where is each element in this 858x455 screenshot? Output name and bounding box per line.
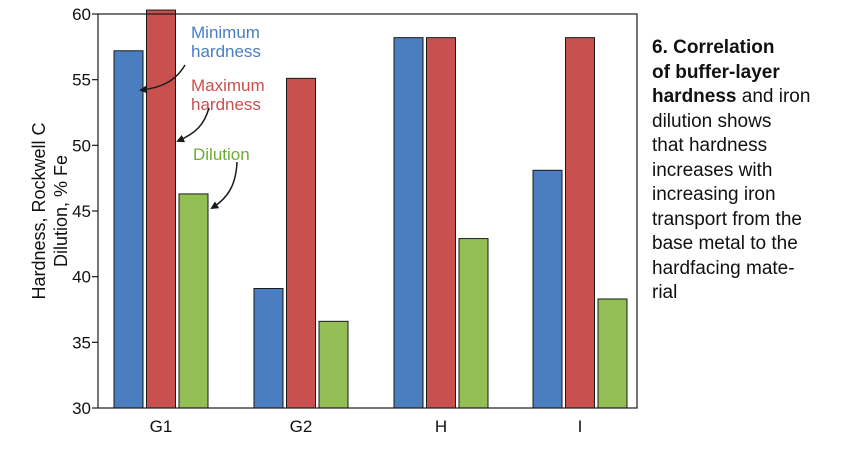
caption-line: increases with: [652, 159, 852, 184]
annotation-label: Minimum: [191, 23, 260, 42]
bar-G1-dilution: [178, 193, 209, 409]
annotation-label: hardness: [191, 95, 261, 114]
y-tick-label: 55: [72, 71, 91, 90]
caption-text: increases with: [652, 159, 773, 181]
bar-I-max: [565, 37, 595, 409]
bar-chart: G1 G2 H I 30 35 40 45 50 55 60 Hardness, Rockwell C…: [29, 5, 638, 436]
caption-text: base metal to the: [652, 233, 798, 254]
bar-G1-min: [113, 50, 144, 409]
bar-G2-min: [253, 287, 284, 409]
y-tick-label: 40: [72, 268, 91, 287]
caption-line: that hardness: [652, 134, 852, 159]
bar-G2-dilution: [318, 320, 349, 409]
bar-H-min: [393, 37, 424, 409]
bar-G1-max: [146, 9, 176, 409]
caption-text: that hardness: [652, 135, 768, 156]
bar-I-min: [532, 169, 563, 409]
caption-line: hardness and iron: [652, 85, 852, 110]
y-axis-title: Dilution, % Fe: [51, 155, 71, 267]
caption-bold-text: of buffer-layer: [652, 61, 780, 83]
caption-line: increasing iron: [652, 183, 852, 208]
x-tick-label: I: [578, 417, 583, 436]
figure-caption: 6. Correlation of buffer-layer hardness an…: [652, 36, 852, 306]
annotation-label: hardness: [191, 42, 261, 61]
caption-text: rial: [652, 282, 678, 303]
caption-line: 6. Correlation: [652, 36, 852, 61]
caption-text: increasing iron: [652, 184, 776, 205]
x-tick-label: G1: [150, 417, 173, 436]
bar-H-max: [426, 37, 456, 409]
caption-line: rial: [652, 281, 852, 306]
annotation-arrow: [210, 161, 238, 210]
annotation-arrow: [139, 64, 186, 94]
caption-text: hardfacing mate-: [652, 257, 795, 279]
x-tick-label: G2: [290, 417, 313, 436]
caption-line: base metal to the: [652, 232, 852, 257]
bar-I-dilution: [597, 298, 628, 409]
caption-line: of buffer-layer: [652, 61, 852, 86]
bar-H-dilution: [458, 238, 489, 409]
caption-line: hardfacing mate-: [652, 257, 852, 282]
bar-G2-max: [286, 77, 316, 409]
caption-line: dilution shows: [652, 110, 852, 135]
caption-bold-text: 6. Correlation: [652, 37, 775, 58]
caption-text: transport from the: [652, 208, 802, 230]
y-axis-title: Hardness, Rockwell C: [29, 122, 49, 299]
y-tick-label: 60: [72, 5, 91, 24]
y-tick-label: 45: [72, 202, 91, 221]
caption-text: dilution shows: [652, 110, 772, 132]
annotation-arrow: [176, 107, 210, 143]
caption-bold-text: hardness: [652, 86, 737, 107]
y-tick-label: 35: [72, 333, 91, 352]
y-tick-label: 30: [72, 399, 91, 418]
annotation-label: Maximum: [191, 76, 265, 95]
caption-text: and iron: [736, 86, 811, 107]
x-tick-label: H: [435, 417, 447, 436]
y-tick-label: 50: [72, 136, 91, 155]
caption-line: transport from the: [652, 208, 852, 233]
annotation-label: Dilution: [193, 145, 250, 164]
